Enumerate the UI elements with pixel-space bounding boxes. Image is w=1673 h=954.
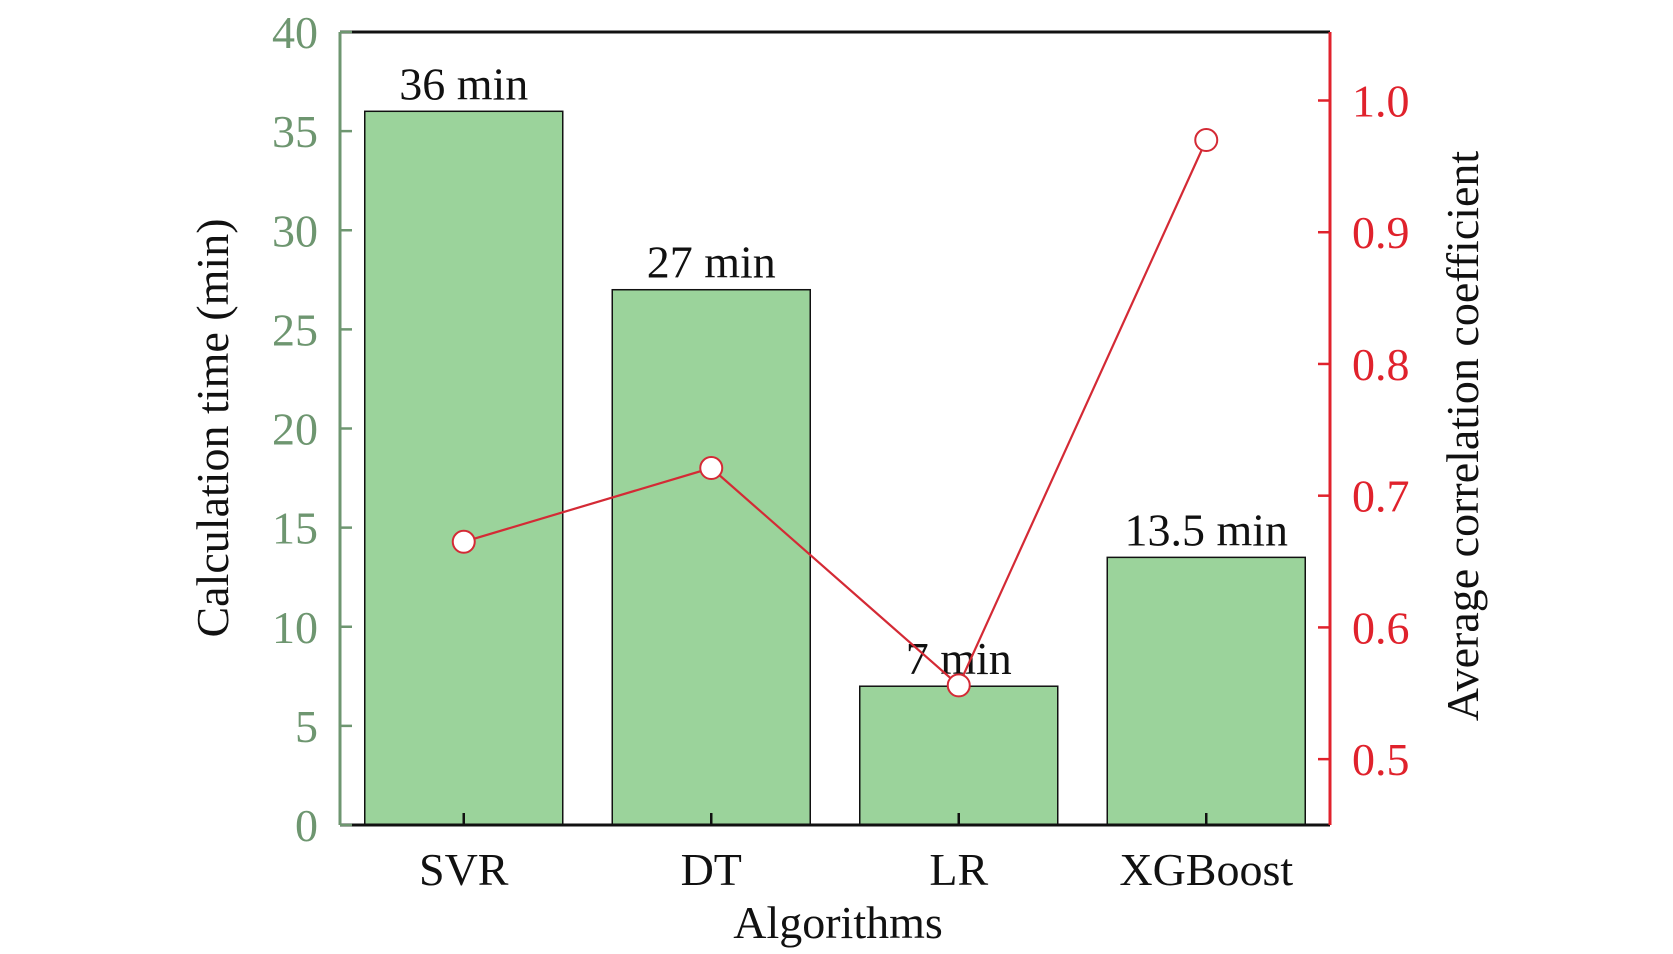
y-tick-label: 35	[272, 106, 318, 157]
x-tick-label: DT	[681, 844, 742, 895]
y2-tick-label: 0.6	[1352, 602, 1410, 653]
y2-tick-label: 0.7	[1352, 471, 1410, 522]
y2-tick-label: 1.0	[1352, 75, 1410, 126]
x-tick-label: SVR	[419, 844, 509, 895]
y2-tick-label: 0.8	[1352, 339, 1410, 390]
bar-label: 27 min	[647, 237, 776, 288]
bar-xgboost	[1106, 556, 1306, 826]
y2-tick-label: 0.9	[1352, 207, 1410, 258]
y2-tick-label: 0.5	[1352, 734, 1410, 785]
y-tick-label: 10	[272, 602, 318, 653]
correlation-point-dt	[699, 456, 724, 481]
y-tick-label: 40	[272, 7, 318, 58]
correlation-point-svr	[451, 529, 476, 554]
bar-label: 36 min	[399, 58, 528, 109]
y-tick-label: 15	[272, 503, 318, 554]
correlation-point-xgboost	[1194, 128, 1219, 153]
bar-dt	[611, 288, 811, 826]
y2-axis-title: Average correlation coefficient	[1437, 151, 1488, 722]
y-tick-label: 5	[295, 701, 318, 752]
correlation-line	[463, 139, 1208, 688]
y-tick-label: 20	[272, 404, 318, 455]
y-axis-title: Calculation time (min)	[187, 218, 238, 637]
y-tick-label: 0	[295, 800, 318, 851]
y-tick-label: 25	[272, 304, 318, 355]
x-tick-label: XGBoost	[1119, 844, 1293, 895]
y-tick-label: 30	[272, 205, 318, 256]
x-axis-title: Algorithms	[733, 897, 943, 948]
correlation-point-lr	[946, 673, 971, 698]
bar-svr	[364, 110, 564, 826]
bar-label: 13.5 min	[1124, 504, 1288, 555]
x-tick-label: LR	[929, 844, 988, 895]
bar-lr	[859, 685, 1059, 826]
